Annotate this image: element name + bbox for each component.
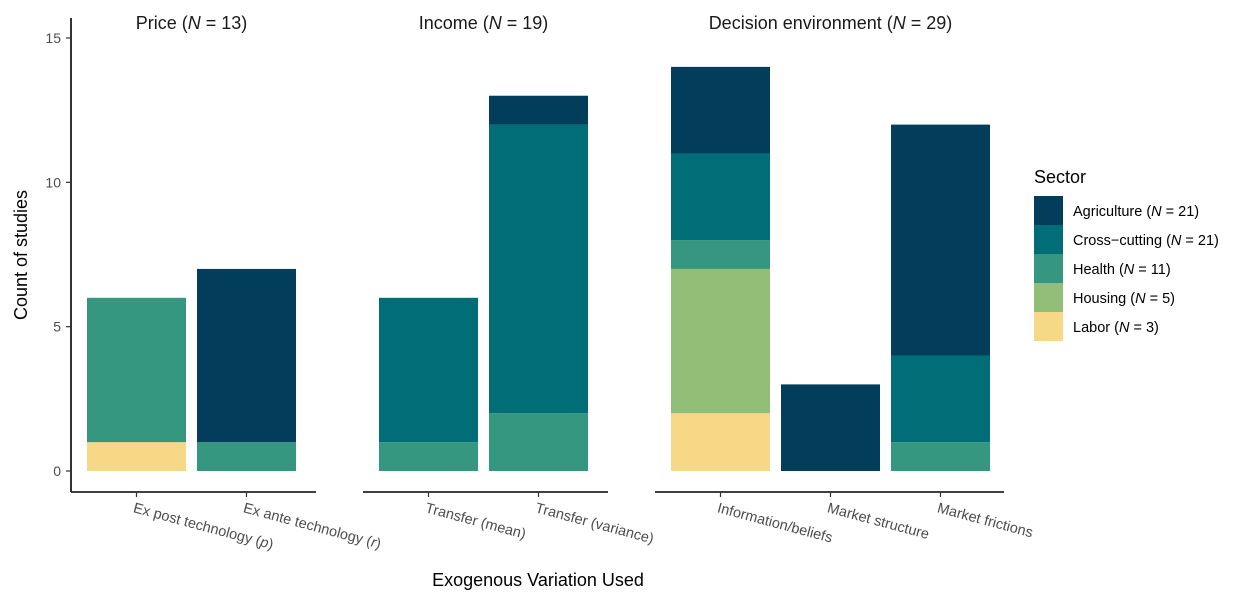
facet-title-count: = 29) (906, 13, 953, 33)
y-tick-label: 0 (53, 463, 61, 479)
legend-label: Labor (N = 3) (1073, 320, 1159, 336)
legend-label-count: = 5) (1146, 291, 1175, 307)
bar-segment-health (671, 240, 770, 269)
facet-title-text: Price ( (136, 13, 188, 33)
bar-segment-housing (671, 268, 770, 414)
x-tick-label: Transfer (variance) (533, 500, 655, 547)
bar-segment-health (379, 442, 478, 471)
facet-title-text: Income ( (419, 13, 489, 33)
legend-label-text: Cross−cutting ( (1073, 233, 1171, 249)
x-tick-label-text: Transfer (mean) (423, 500, 527, 542)
x-tick-label-text: Transfer (variance) (533, 500, 655, 547)
y-axis-title: Count of studies (11, 190, 31, 320)
facet-title: Income (N = 19) (419, 13, 549, 33)
facet-title: Price (N = 13) (136, 13, 248, 33)
bar-segment-agriculture (489, 95, 588, 125)
bar-segment-agriculture (671, 66, 770, 154)
bar-segment-health (87, 297, 186, 443)
x-tick-label: Market structure (825, 500, 930, 543)
legend-label-count: = 3) (1129, 320, 1158, 336)
bar-segment-agriculture (891, 124, 990, 356)
facet-title-count: = 19) (502, 13, 549, 33)
facet-title-n: N (489, 13, 503, 33)
legend-label-count: = 21) (1162, 204, 1199, 220)
x-tick-label-var: p (257, 534, 270, 552)
bar-segment-labor (671, 413, 770, 471)
legend-key-cross-cutting (1034, 225, 1063, 254)
x-tick-label-close: ) (266, 537, 275, 554)
y-tick-label: 5 (53, 319, 61, 335)
x-tick-label-close: ) (374, 536, 383, 553)
facet-title-text: Decision environment ( (709, 13, 893, 33)
legend-label: Housing (N = 5) (1073, 291, 1175, 307)
facet-title-n: N (188, 13, 202, 33)
legend-label-n: N (1124, 262, 1135, 278)
legend-label: Health (N = 11) (1073, 262, 1171, 278)
legend-label-n: N (1151, 204, 1162, 220)
legend-label-text: Housing ( (1073, 291, 1135, 307)
bar-segment-cross-cutting (891, 355, 990, 443)
facet-title: Decision environment (N = 29) (709, 13, 953, 33)
legend-key-health (1034, 254, 1063, 283)
bar-segment-cross-cutting (489, 124, 588, 414)
legend-key-labor (1034, 312, 1063, 341)
x-tick-label-text: Market frictions (935, 500, 1034, 541)
legend-label-n: N (1119, 320, 1130, 336)
legend-label: Cross−cutting (N = 21) (1073, 233, 1219, 249)
x-tick-label-text: Information/beliefs (715, 500, 834, 546)
legend-label: Agriculture (N = 21) (1073, 204, 1199, 220)
facet-title-n: N (893, 13, 907, 33)
legend-title: Sector (1034, 167, 1086, 187)
legend-label-text: Labor ( (1073, 320, 1119, 336)
bar-segment-health (891, 442, 990, 471)
y-tick-label: 10 (45, 174, 61, 190)
legend-key-housing (1034, 283, 1063, 312)
bar-segment-labor (87, 442, 186, 471)
x-tick-label: Information/beliefs (715, 500, 834, 546)
x-tick-label: Market frictions (935, 500, 1034, 541)
x-tick-label-text: Market structure (825, 500, 930, 543)
bar-segment-agriculture (197, 268, 296, 443)
bar-segment-cross-cutting (671, 153, 770, 241)
x-tick-label: Transfer (mean) (423, 500, 527, 542)
legend-key-agriculture (1034, 196, 1063, 225)
facet-title-count: = 13) (201, 13, 248, 33)
legend-label-n: N (1171, 233, 1182, 249)
bar-segment-agriculture (781, 384, 880, 471)
legend-label-count: = 11) (1134, 262, 1170, 278)
y-tick-label: 15 (45, 30, 61, 46)
x-axis-title: Exogenous Variation Used (432, 570, 644, 590)
legend-label-text: Health ( (1073, 262, 1124, 278)
legend-label-count: = 21) (1181, 233, 1218, 249)
bar-segment-cross-cutting (379, 297, 478, 443)
bar-segment-health (197, 442, 296, 471)
legend-label-text: Agriculture ( (1073, 204, 1151, 220)
bar-segment-health (489, 413, 588, 471)
x-tick-label-var: r (369, 535, 379, 552)
legend-label-n: N (1135, 291, 1146, 307)
